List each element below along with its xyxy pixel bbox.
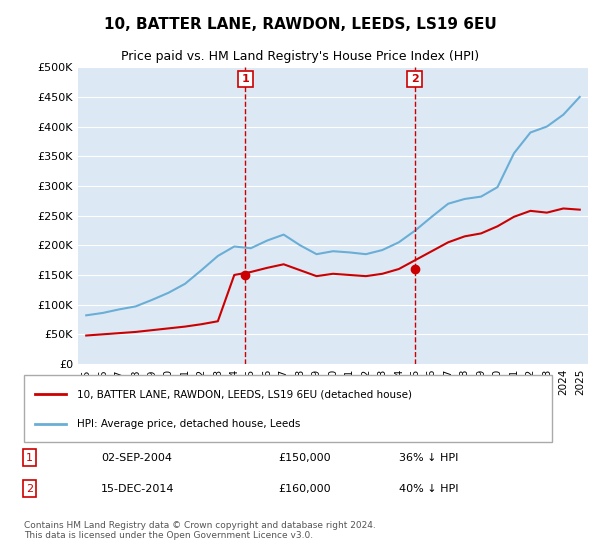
Text: £150,000: £150,000 bbox=[278, 452, 331, 463]
Text: 36% ↓ HPI: 36% ↓ HPI bbox=[400, 452, 459, 463]
Text: HPI: Average price, detached house, Leeds: HPI: Average price, detached house, Leed… bbox=[77, 418, 300, 428]
Text: 2: 2 bbox=[26, 484, 33, 493]
Text: 10, BATTER LANE, RAWDON, LEEDS, LS19 6EU (detached house): 10, BATTER LANE, RAWDON, LEEDS, LS19 6EU… bbox=[77, 389, 412, 399]
Text: 1: 1 bbox=[26, 452, 33, 463]
Text: 2: 2 bbox=[411, 74, 418, 84]
Text: Price paid vs. HM Land Registry's House Price Index (HPI): Price paid vs. HM Land Registry's House … bbox=[121, 50, 479, 63]
Text: 40% ↓ HPI: 40% ↓ HPI bbox=[400, 484, 459, 493]
Text: Contains HM Land Registry data © Crown copyright and database right 2024.
This d: Contains HM Land Registry data © Crown c… bbox=[24, 521, 376, 540]
Text: 10, BATTER LANE, RAWDON, LEEDS, LS19 6EU: 10, BATTER LANE, RAWDON, LEEDS, LS19 6EU bbox=[104, 17, 496, 32]
Text: 15-DEC-2014: 15-DEC-2014 bbox=[101, 484, 175, 493]
FancyBboxPatch shape bbox=[24, 375, 552, 442]
Text: £160,000: £160,000 bbox=[278, 484, 331, 493]
Text: 02-SEP-2004: 02-SEP-2004 bbox=[101, 452, 172, 463]
Text: 1: 1 bbox=[241, 74, 249, 84]
